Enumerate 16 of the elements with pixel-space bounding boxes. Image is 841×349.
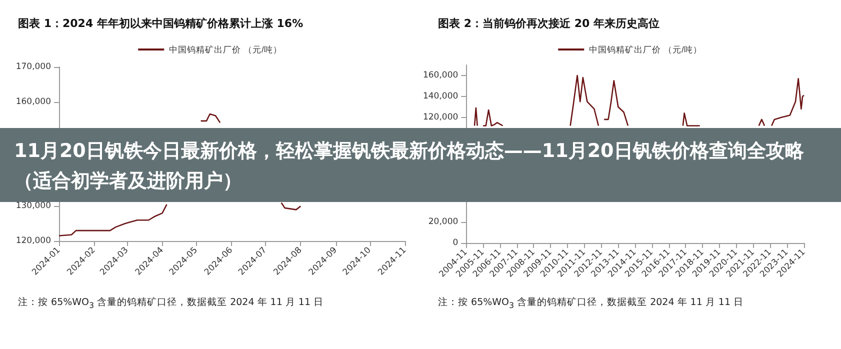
- text: 注：按 65%WO$_{3}$ 含量的钨精矿口径，数据截至 2024 年 11 月 11 日: [18, 296, 324, 310]
- y-tick-label: 130,000: [16, 201, 51, 212]
- y-tick-label: 0: [452, 238, 458, 248]
- y-tick-label: 170,000: [16, 62, 51, 72]
- chart-title: 图表 2：当前钨价再次接近 20 年来历史高位: [438, 16, 660, 31]
- y-tick-label: 140,000: [422, 91, 458, 102]
- y-tick-label: 120,000: [16, 236, 51, 246]
- text: 11月20日钒铁今日最新价格，轻松掌握钒铁最新价格动态——11月20日钒铁价格查询全攻略（适合初学者及进阶用户）: [0, 128, 841, 202]
- legend-label: 中国钨精矿出厂价 （元/吨）: [169, 44, 282, 54]
- chart-title: 图表 1：2024 年年初以来中国钨精矿价格累计上涨 16%: [18, 16, 304, 31]
- y-tick-label: 20,000: [428, 217, 458, 228]
- y-tick-label: 160,000: [422, 70, 458, 80]
- y-tick-label: 120,000: [422, 112, 458, 122]
- text: 注：按 65%WO$_{3}$ 含量的钨精矿口径，数据截至 2024 年 11 月 11 日: [438, 296, 744, 310]
- legend-label: 中国钨精矿出厂价 （元/吨）: [589, 44, 702, 54]
- y-tick-label: 160,000: [16, 96, 51, 107]
